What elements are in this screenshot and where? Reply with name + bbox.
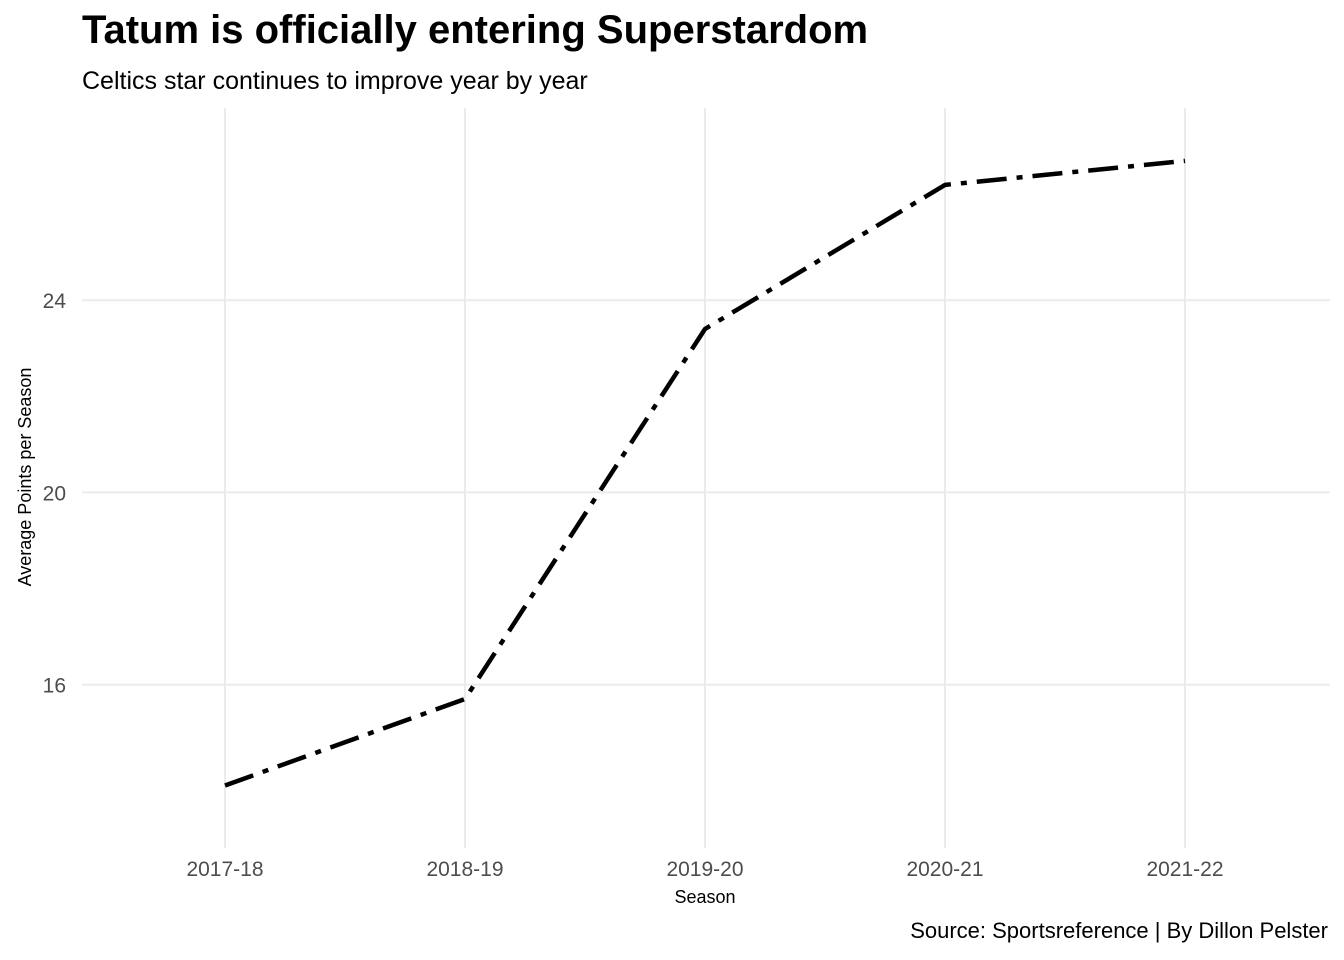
y-tick-label: 16 — [43, 675, 66, 698]
x-tick-label: 2017-18 — [186, 858, 263, 881]
x-tick-labels: 2017-18 2018-19 2019-20 2020-21 2021-22 — [186, 858, 1223, 881]
x-tick-label: 2019-20 — [666, 858, 743, 881]
x-gridlines — [224, 108, 1186, 848]
y-tick-labels: 16 20 24 — [43, 290, 67, 697]
series-line-group — [224, 158, 1186, 788]
y-gridlines — [82, 299, 1330, 686]
series-line — [224, 158, 1186, 788]
chart-caption: Source: Sportsreference | By Dillon Pels… — [910, 918, 1328, 943]
x-tick-label: 2020-21 — [906, 858, 983, 881]
chart-subtitle: Celtics star continues to improve year b… — [82, 67, 588, 95]
y-axis-title: Average Points per Season — [15, 368, 35, 587]
y-tick-label: 20 — [43, 482, 66, 505]
x-axis-title: Season — [674, 887, 735, 907]
chart-title: Tatum is officially entering Superstardo… — [82, 8, 869, 52]
x-tick-label: 2021-22 — [1146, 858, 1223, 881]
x-tick-label: 2018-19 — [426, 858, 503, 881]
y-tick-label: 24 — [43, 290, 67, 313]
